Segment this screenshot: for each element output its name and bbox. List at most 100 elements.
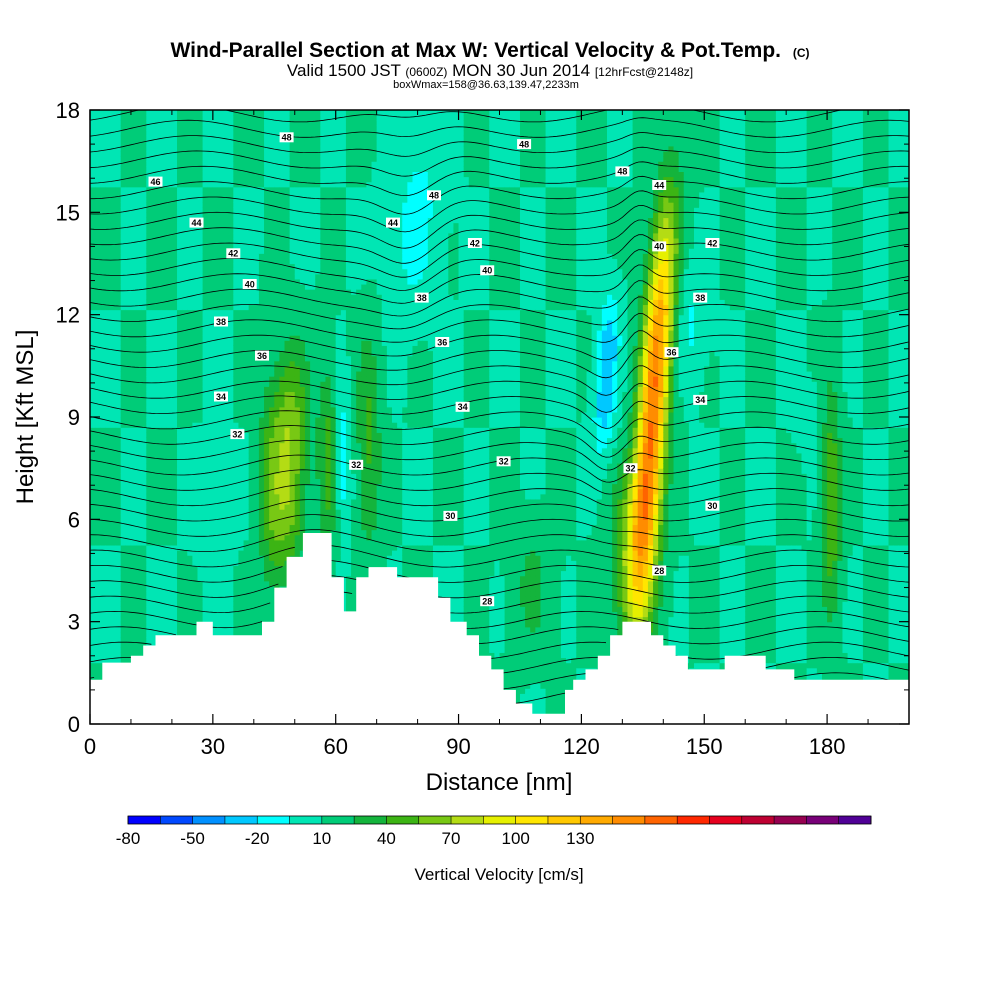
w-cell <box>131 453 137 459</box>
w-cell <box>167 519 173 525</box>
w-cell <box>269 606 275 612</box>
w-cell <box>146 207 152 213</box>
w-cell <box>105 545 111 551</box>
w-cell <box>105 453 111 459</box>
w-cell <box>254 601 260 607</box>
w-cell <box>95 622 101 628</box>
w-cell <box>116 248 122 254</box>
w-cell <box>162 212 168 218</box>
w-cell <box>146 606 152 612</box>
w-cell <box>203 550 209 556</box>
w-cell <box>192 264 198 270</box>
w-cell <box>259 530 265 536</box>
w-cell <box>300 386 306 392</box>
w-cell <box>223 412 229 418</box>
w-cell <box>105 325 111 331</box>
w-cell <box>131 345 137 351</box>
w-cell <box>192 202 198 208</box>
w-cell <box>254 192 260 198</box>
w-cell <box>295 417 301 423</box>
w-cell <box>264 545 270 551</box>
w-cell <box>285 212 291 218</box>
w-cell <box>157 504 163 510</box>
w-cell <box>208 514 214 520</box>
w-cell <box>121 279 127 285</box>
w-cell <box>90 125 96 131</box>
w-cell <box>90 294 96 300</box>
w-cell <box>213 141 219 147</box>
w-cell <box>90 484 96 490</box>
w-cell <box>187 581 193 587</box>
w-cell <box>136 320 142 326</box>
w-cell <box>121 182 127 188</box>
w-cell <box>259 407 265 413</box>
w-cell <box>162 417 168 423</box>
w-cell <box>100 581 106 587</box>
w-cell <box>105 110 111 116</box>
w-cell <box>116 524 122 530</box>
w-cell <box>197 611 203 617</box>
w-cell <box>121 601 127 607</box>
w-cell <box>264 223 270 229</box>
w-cell <box>110 458 116 464</box>
w-cell <box>238 289 244 295</box>
w-cell <box>269 381 275 387</box>
w-cell <box>146 294 152 300</box>
w-cell <box>249 356 255 362</box>
w-cell <box>141 504 147 510</box>
w-cell <box>279 432 285 438</box>
w-cell <box>121 310 127 316</box>
w-cell <box>110 427 116 433</box>
w-cell <box>259 550 265 556</box>
w-cell <box>167 223 173 229</box>
w-cell <box>100 350 106 356</box>
w-cell <box>110 535 116 541</box>
w-cell <box>131 130 137 136</box>
w-cell <box>177 402 183 408</box>
w-cell <box>105 371 111 377</box>
w-cell <box>233 345 239 351</box>
w-cell <box>187 141 193 147</box>
w-cell <box>274 125 280 131</box>
w-cell <box>100 228 106 234</box>
w-cell <box>259 437 265 443</box>
w-cell <box>218 519 224 525</box>
w-cell <box>121 202 127 208</box>
w-cell <box>223 473 229 479</box>
w-cell <box>228 555 234 561</box>
w-cell <box>208 171 214 177</box>
w-cell <box>208 478 214 484</box>
w-cell <box>187 284 193 290</box>
w-cell <box>110 289 116 295</box>
w-cell <box>203 279 209 285</box>
w-cell <box>259 166 265 172</box>
w-cell <box>218 576 224 582</box>
w-cell <box>259 264 265 270</box>
w-cell <box>167 550 173 556</box>
w-cell <box>192 192 198 198</box>
w-cell <box>141 391 147 397</box>
w-cell <box>244 238 250 244</box>
w-cell <box>172 437 178 443</box>
w-cell <box>213 530 219 536</box>
w-cell <box>146 422 152 428</box>
w-cell <box>95 484 101 490</box>
w-cell <box>197 320 203 326</box>
w-cell <box>121 489 127 495</box>
w-cell <box>238 407 244 413</box>
w-cell <box>182 356 188 362</box>
w-cell <box>264 509 270 515</box>
w-cell <box>100 647 106 653</box>
w-cell <box>162 304 168 310</box>
w-cell <box>197 530 203 536</box>
w-cell <box>249 386 255 392</box>
w-cell <box>162 120 168 126</box>
w-cell <box>290 299 296 305</box>
w-cell <box>141 146 147 152</box>
w-cell <box>213 565 219 571</box>
w-cell <box>100 253 106 259</box>
w-cell <box>100 412 106 418</box>
w-cell <box>197 136 203 142</box>
w-cell <box>121 402 127 408</box>
w-cell <box>105 294 111 300</box>
